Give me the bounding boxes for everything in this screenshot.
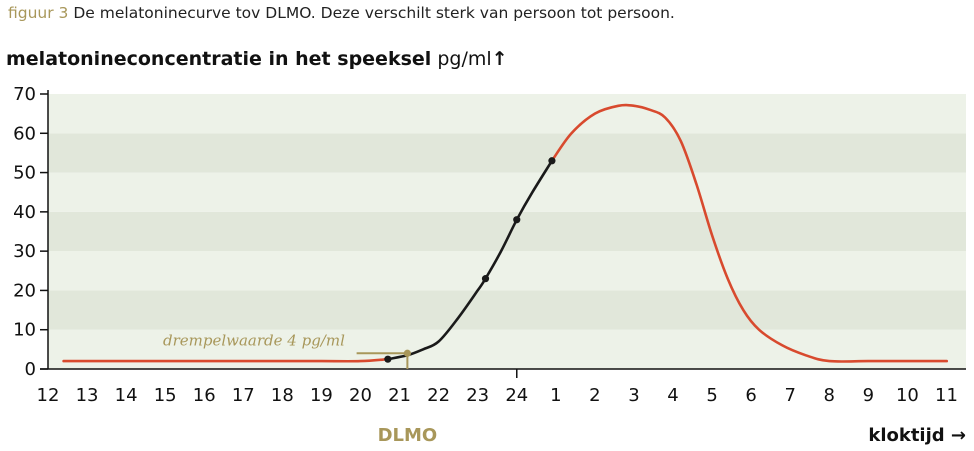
x-tick-label: 16 [193,385,216,406]
x-tick-label: 11 [935,385,958,406]
x-tick-label: 9 [863,385,874,406]
x-axis-label: kloktijd → [868,425,966,446]
y-tick-label: 70 [13,84,36,105]
threshold-label: drempelwaarde 4 pg/ml [163,331,345,349]
grid-bands [48,94,966,369]
grid-band [48,211,966,252]
x-tick-label: 18 [271,385,294,406]
y-axis-unit: pg/ml [437,48,492,70]
baseline-curve [62,357,390,363]
x-tick-label: 14 [115,385,138,406]
x-tick-label: 6 [745,385,756,406]
x-ticks: 12 13 14 15 16 17 18 19 20 21 22 23 24 1 2 3 4 5 6 7 8 9 10 11 [37,385,958,406]
x-tick-label: 20 [349,385,372,406]
grid-band [48,329,966,369]
x-tick-label: 7 [784,385,795,406]
curves [62,103,949,363]
dlmo-label: DLMO [378,425,438,446]
x-tick-label: 21 [388,385,411,406]
x-tick-label: 4 [667,385,678,406]
y-tick-label: 0 [25,359,36,380]
x-tick-label: 24 [505,385,528,406]
x-tick-label: 13 [76,385,99,406]
y-tick-label: 60 [13,123,36,144]
axes [40,90,966,378]
data-point [513,216,521,224]
x-tick-label: 12 [37,385,60,406]
x-tick-label: 23 [466,385,489,406]
grid-band [48,251,966,291]
caption-text: De melatoninecurve tov DLMO. Deze versch… [73,4,675,22]
x-tick-label: 1 [550,385,561,406]
y-tick-label: 10 [13,320,36,341]
y-tick-label: 30 [13,241,36,262]
grid-band [48,133,966,173]
rising-curve [386,159,554,361]
x-tick-label: 2 [589,385,600,406]
data-point [384,355,392,363]
grid-band [48,172,966,212]
peak-decline-curve [550,103,949,363]
y-ticks: 0 10 20 30 40 50 60 70 [13,84,48,380]
y-axis-title: melatonineconcentratie in het speeksel p… [6,48,508,70]
x-tick-label: 15 [154,385,177,406]
x-tick-label: 10 [896,385,919,406]
y-tick-label: 50 [13,163,36,184]
figure-label: figuur 3 [8,4,69,22]
grid-band [48,290,966,330]
x-tick-label: 5 [706,385,717,406]
y-tick-label: 40 [13,202,36,223]
figure-caption: figuur 3 De melatoninecurve tov DLMO. De… [8,4,675,22]
x-tick-label: 3 [628,385,639,406]
data-markers [384,157,556,363]
threshold-point [403,349,411,357]
x-tick-label: 8 [824,385,835,406]
x-tick-label: 17 [232,385,255,406]
y-axis-title-bold: melatonineconcentratie in het speeksel [6,48,432,70]
data-point [481,275,490,283]
y-axis-arrow: ↑ [491,48,508,70]
grid-band [48,94,966,134]
x-tick-label: 22 [427,385,450,406]
y-tick-label: 20 [13,280,36,301]
data-point [548,157,556,165]
x-tick-label: 19 [310,385,333,406]
